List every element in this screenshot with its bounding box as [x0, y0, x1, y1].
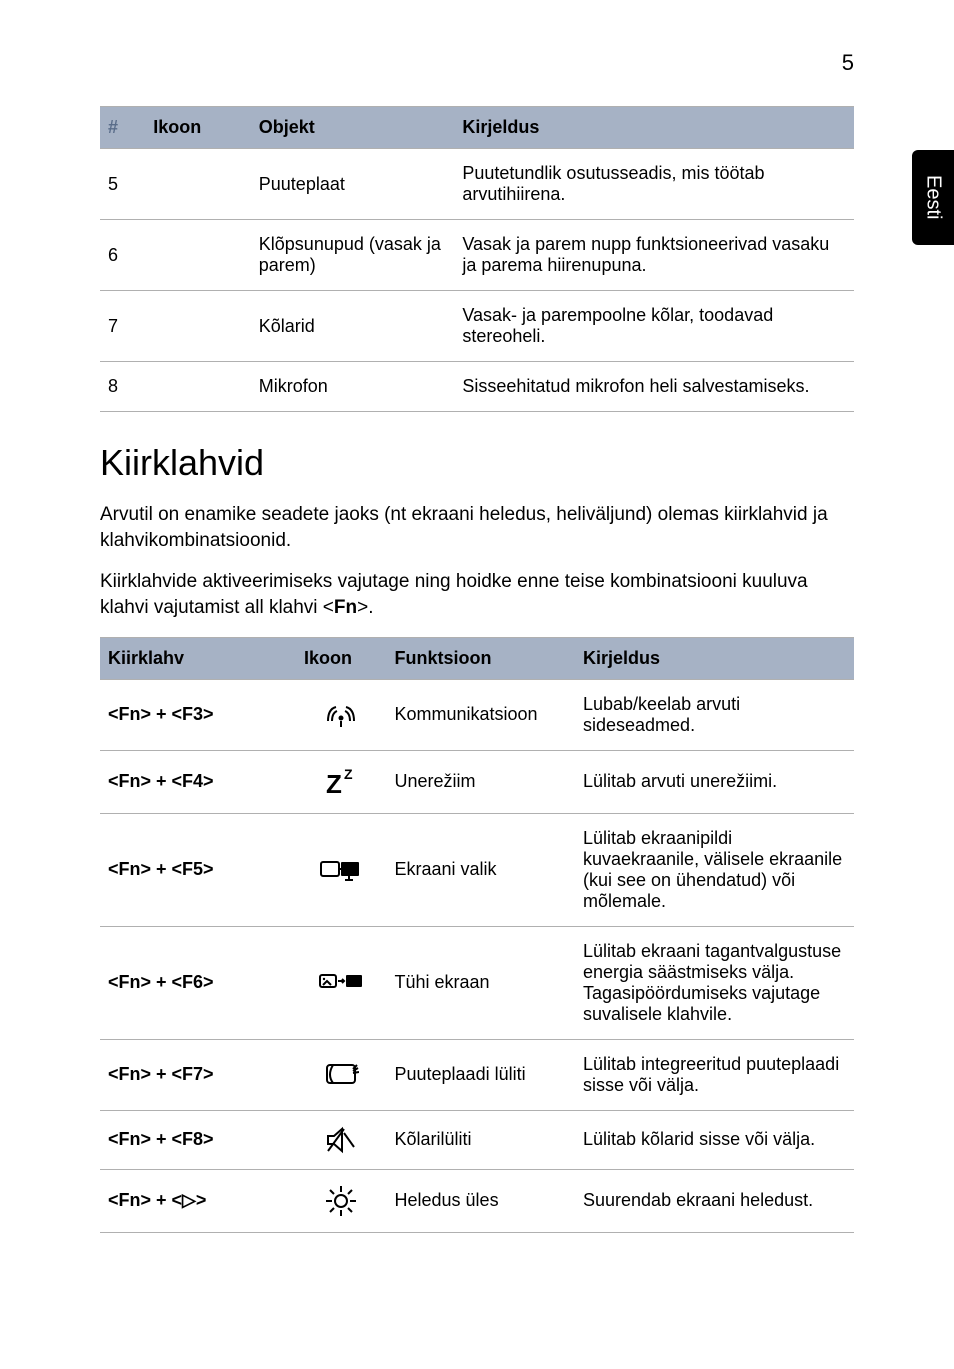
- cell-ikoon: [145, 220, 251, 291]
- cell-objekt: Kõlarid: [251, 291, 455, 362]
- cell-hotkey: <Fn> + <F4>: [100, 750, 296, 813]
- table-row: 6 Klõpsunupud (vasak ja parem) Vasak ja …: [100, 220, 854, 291]
- display-icon: [296, 813, 386, 926]
- col-ikoon: Ikoon: [296, 637, 386, 679]
- col-num: #: [100, 107, 145, 149]
- cell-function: Kommunikatsioon: [387, 679, 576, 750]
- table-row: 5 Puuteplaat Puutetundlik osutusseadis, …: [100, 149, 854, 220]
- cell-function: Tühi ekraan: [387, 926, 576, 1039]
- table-header-row: # Ikoon Objekt Kirjeldus: [100, 107, 854, 149]
- cell-hotkey: <Fn> + <F7>: [100, 1039, 296, 1110]
- table-row: 8 Mikrofon Sisseehitatud mikrofon heli s…: [100, 362, 854, 412]
- cell-description: Lülitab arvuti unerežiimi.: [575, 750, 854, 813]
- col-funktsioon: Funktsioon: [387, 637, 576, 679]
- cell-description: Lülitab integreeritud puuteplaadi sisse …: [575, 1039, 854, 1110]
- paragraph-intro: Arvutil on enamike seadete jaoks (nt ekr…: [100, 502, 854, 553]
- cell-objekt: Puuteplaat: [251, 149, 455, 220]
- cell-hotkey: <Fn> + <F5>: [100, 813, 296, 926]
- cell-hotkey: <Fn> + <F8>: [100, 1110, 296, 1169]
- col-kirjeldus: Kirjeldus: [454, 107, 854, 149]
- table-row: <Fn> + <F3> Kommunikatsioon Lubab/keelab…: [100, 679, 854, 750]
- hotkeys-table: Kiirklahv Ikoon Funktsioon Kirjeldus <Fn…: [100, 637, 854, 1233]
- blank-icon: [296, 926, 386, 1039]
- fn-key-label: Fn: [334, 597, 357, 618]
- page-number: 5: [100, 50, 854, 76]
- table-header-row: Kiirklahv Ikoon Funktsioon Kirjeldus: [100, 637, 854, 679]
- cell-description: Lülitab kõlarid sisse või välja.: [575, 1110, 854, 1169]
- cell-function: Puuteplaadi lüliti: [387, 1039, 576, 1110]
- language-tab: Eesti: [912, 150, 954, 245]
- cell-objekt: Klõpsunupud (vasak ja parem): [251, 220, 455, 291]
- sleep-icon: ZZ: [296, 750, 386, 813]
- cell-function: Heledus üles: [387, 1169, 576, 1232]
- cell-description: Suurendab ekraani heledust.: [575, 1169, 854, 1232]
- svg-text:Z: Z: [344, 766, 353, 782]
- cell-function: Kõlarilüliti: [387, 1110, 576, 1169]
- paragraph-instruction: Kiirklahvide aktiveerimiseks vajutage ni…: [100, 569, 854, 620]
- cell-description: Lülitab ekraanipildi kuvaekraanile, väli…: [575, 813, 854, 926]
- cell-num: 7: [100, 291, 145, 362]
- cell-num: 6: [100, 220, 145, 291]
- cell-ikoon: [145, 149, 251, 220]
- cell-kirjeldus: Vasak- ja parempoolne kõlar, toodavad st…: [454, 291, 854, 362]
- col-objekt: Objekt: [251, 107, 455, 149]
- mute-icon: [296, 1110, 386, 1169]
- section-heading: Kiirklahvid: [100, 442, 854, 484]
- touchpad-icon: [296, 1039, 386, 1110]
- cell-num: 5: [100, 149, 145, 220]
- table-row: <Fn> + <F8> Kõlarilüliti Lülitab kõlarid…: [100, 1110, 854, 1169]
- cell-description: Lülitab ekraani tagantvalgustuse energia…: [575, 926, 854, 1039]
- table-row: <Fn> + <F6> Tühi ekraan Lülitab ekraani …: [100, 926, 854, 1039]
- cell-kirjeldus: Vasak ja parem nupp funktsioneerivad vas…: [454, 220, 854, 291]
- table-row: 7 Kõlarid Vasak- ja parempoolne kõlar, t…: [100, 291, 854, 362]
- table-row: <Fn> + <F7> Puuteplaadi lüliti Lülitab i…: [100, 1039, 854, 1110]
- cell-hotkey: <Fn> + <F6>: [100, 926, 296, 1039]
- col-kiirklahv: Kiirklahv: [100, 637, 296, 679]
- table-row: <Fn> + <F5> Ekraani valik Lülitab ekraan…: [100, 813, 854, 926]
- cell-hotkey: <Fn> + <F3>: [100, 679, 296, 750]
- cell-kirjeldus: Puutetundlik osutusseadis, mis töötab ar…: [454, 149, 854, 220]
- cell-function: Ekraani valik: [387, 813, 576, 926]
- cell-kirjeldus: Sisseehitatud mikrofon heli salvestamise…: [454, 362, 854, 412]
- svg-text:Z: Z: [326, 769, 342, 799]
- bright-icon: [296, 1169, 386, 1232]
- table-row: <Fn> + <▷> Heledus üles Suurendab ekraan…: [100, 1169, 854, 1232]
- cell-objekt: Mikrofon: [251, 362, 455, 412]
- col-ikoon: Ikoon: [145, 107, 251, 149]
- cell-ikoon: [145, 362, 251, 412]
- cell-hotkey: <Fn> + <▷>: [100, 1169, 296, 1232]
- text: >.: [357, 597, 373, 618]
- cell-num: 8: [100, 362, 145, 412]
- components-table: # Ikoon Objekt Kirjeldus 5 Puuteplaat Pu…: [100, 106, 854, 412]
- text: Kiirklahvide aktiveerimiseks vajutage ni…: [100, 571, 808, 618]
- wireless-icon: [296, 679, 386, 750]
- table-row: <Fn> + <F4> ZZ Unerežiim Lülitab arvuti …: [100, 750, 854, 813]
- cell-description: Lubab/keelab arvuti sideseadmed.: [575, 679, 854, 750]
- col-kirjeldus: Kirjeldus: [575, 637, 854, 679]
- cell-ikoon: [145, 291, 251, 362]
- cell-function: Unerežiim: [387, 750, 576, 813]
